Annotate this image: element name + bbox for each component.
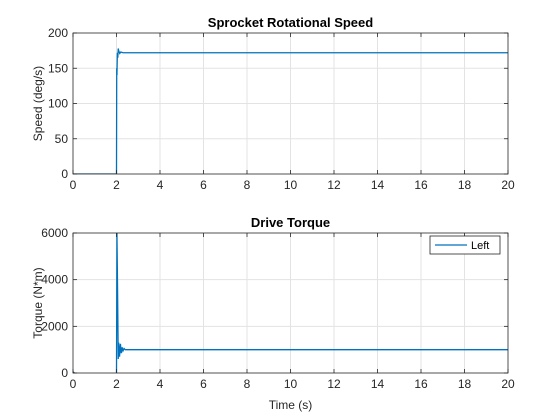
x-tick-label: 16 <box>414 178 428 192</box>
x-tick-label: 18 <box>458 178 472 192</box>
x-tick-label: 0 <box>70 377 77 391</box>
legend-label: Left <box>471 240 489 252</box>
x-tick-label: 4 <box>157 178 164 192</box>
x-tick-label: 18 <box>458 377 472 391</box>
x-tick-label: 6 <box>200 377 207 391</box>
legend: Left <box>429 235 501 255</box>
x-tick-label: 12 <box>327 178 341 192</box>
x-tick-label: 8 <box>244 377 251 391</box>
x-tick-label: 12 <box>327 377 341 391</box>
y-tick-label: 2000 <box>41 319 68 333</box>
y-tick-label: 150 <box>48 61 68 75</box>
y-tick-label: 0 <box>61 167 68 181</box>
x-tick-label: 2 <box>113 377 120 391</box>
x-tick-label: 0 <box>70 178 77 192</box>
x-tick-label: 2 <box>113 178 120 192</box>
series-line-0 <box>73 48 508 174</box>
y-tick-label: 200 <box>48 26 68 40</box>
y-axis-label: Torque (N*m) <box>31 267 45 338</box>
series-line-0 <box>73 233 508 373</box>
y-tick-label: 50 <box>55 132 69 146</box>
y-tick-label: 4000 <box>41 273 68 287</box>
y-tick-label: 100 <box>48 97 68 111</box>
y-tick-label: 6000 <box>41 226 68 240</box>
x-tick-label: 8 <box>244 178 251 192</box>
x-tick-label: 14 <box>371 178 385 192</box>
x-tick-label: 4 <box>157 377 164 391</box>
x-tick-label: 14 <box>371 377 385 391</box>
x-tick-label: 10 <box>284 178 298 192</box>
y-tick-label: 0 <box>61 366 68 380</box>
x-tick-label: 16 <box>414 377 428 391</box>
y-axis-label: Speed (deg/s) <box>31 66 45 141</box>
chart-title: Sprocket Rotational Speed <box>208 15 373 30</box>
chart-title: Drive Torque <box>251 215 330 230</box>
x-axis-label: Time (s) <box>269 398 313 412</box>
x-tick-label: 20 <box>501 178 515 192</box>
x-tick-label: 10 <box>284 377 298 391</box>
plot-1: 0 2 4 6 8 10 12 14 16 18 20 0 2000 4000 6000 Drive Torq… <box>31 215 515 412</box>
x-tick-label: 20 <box>501 377 515 391</box>
x-tick-label: 6 <box>200 178 207 192</box>
